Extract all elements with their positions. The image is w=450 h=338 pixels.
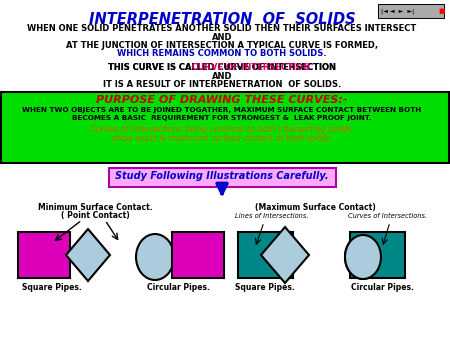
Polygon shape [66,229,110,281]
Text: CURVE OF INTERSECTION: CURVE OF INTERSECTION [134,63,310,72]
Polygon shape [261,227,309,283]
Text: WHEN ONE SOLID PENETRATES ANOTHER SOLID THEN THEIR SURFACES INTERSECT: WHEN ONE SOLID PENETRATES ANOTHER SOLID … [27,24,417,33]
Text: Lines of Intersections.: Lines of Intersections. [235,213,309,219]
Text: AT THE JUNCTION OF INTERSECTION A TYPICAL CURVE IS FORMED,: AT THE JUNCTION OF INTERSECTION A TYPICA… [66,41,378,50]
Text: Circular Pipes.: Circular Pipes. [351,283,414,292]
Text: IT IS A RESULT OF INTERPENETRATION  OF SOLIDS.: IT IS A RESULT OF INTERPENETRATION OF SO… [103,80,341,89]
Text: Study Following Illustrations Carefully.: Study Following Illustrations Carefully. [115,171,329,181]
Text: Curves of Intersections being common to both Intersecting solids,: Curves of Intersections being common to … [90,125,354,134]
Ellipse shape [345,235,381,279]
Text: ■: ■ [438,8,445,14]
Bar [350,232,405,278]
Text: INTERPENETRATION  OF  SOLIDS: INTERPENETRATION OF SOLIDS [89,12,356,27]
Ellipse shape [345,235,381,279]
FancyBboxPatch shape [378,4,444,18]
Bar [238,232,293,278]
FancyBboxPatch shape [109,168,336,187]
Text: show exact & maximum surface contact of both solids.: show exact & maximum surface contact of … [112,134,332,143]
Bar [172,232,224,278]
Text: Square Pipes.: Square Pipes. [22,283,82,292]
Text: Minimum Surface Contact.: Minimum Surface Contact. [38,203,152,212]
Text: Circular Pipes.: Circular Pipes. [147,283,209,292]
Text: AND: AND [212,72,232,81]
Text: |◄ ◄  ►  ►|: |◄ ◄ ► ►| [381,8,414,14]
Text: Curves of Intersections.: Curves of Intersections. [348,213,428,219]
Text: (Maximum Surface Contact): (Maximum Surface Contact) [255,203,375,212]
Text: WHICH REMAINS COMMON TO BOTH SOLIDS.: WHICH REMAINS COMMON TO BOTH SOLIDS. [117,49,327,58]
Text: Square Pipes.: Square Pipes. [235,283,295,292]
Text: ( Point Contact): ( Point Contact) [61,211,130,220]
Text: THIS CURVE IS CALLED CURVE OF INTERSECTION: THIS CURVE IS CALLED CURVE OF INTERSECTI… [108,63,336,72]
Bar [18,232,70,278]
Ellipse shape [136,234,174,280]
Text: THIS CURVE IS CALLED CURVE OF INTERSECTION: THIS CURVE IS CALLED CURVE OF INTERSECTI… [108,63,336,72]
Text: AND: AND [212,33,232,42]
Bar [1,92,449,163]
Text: PURPOSE OF DRAWING THESE CURVES:-: PURPOSE OF DRAWING THESE CURVES:- [96,95,348,105]
Text: WHEN TWO OBJECTS ARE TO BE JOINED TOGATHER, MAXIMUM SURFACE CONTACT BETWEEN BOTH: WHEN TWO OBJECTS ARE TO BE JOINED TOGATH… [22,107,422,113]
Text: BECOMES A BASIC  REQUIREMENT FOR STRONGEST &  LEAK PROOF JOINT.: BECOMES A BASIC REQUIREMENT FOR STRONGES… [72,115,372,121]
